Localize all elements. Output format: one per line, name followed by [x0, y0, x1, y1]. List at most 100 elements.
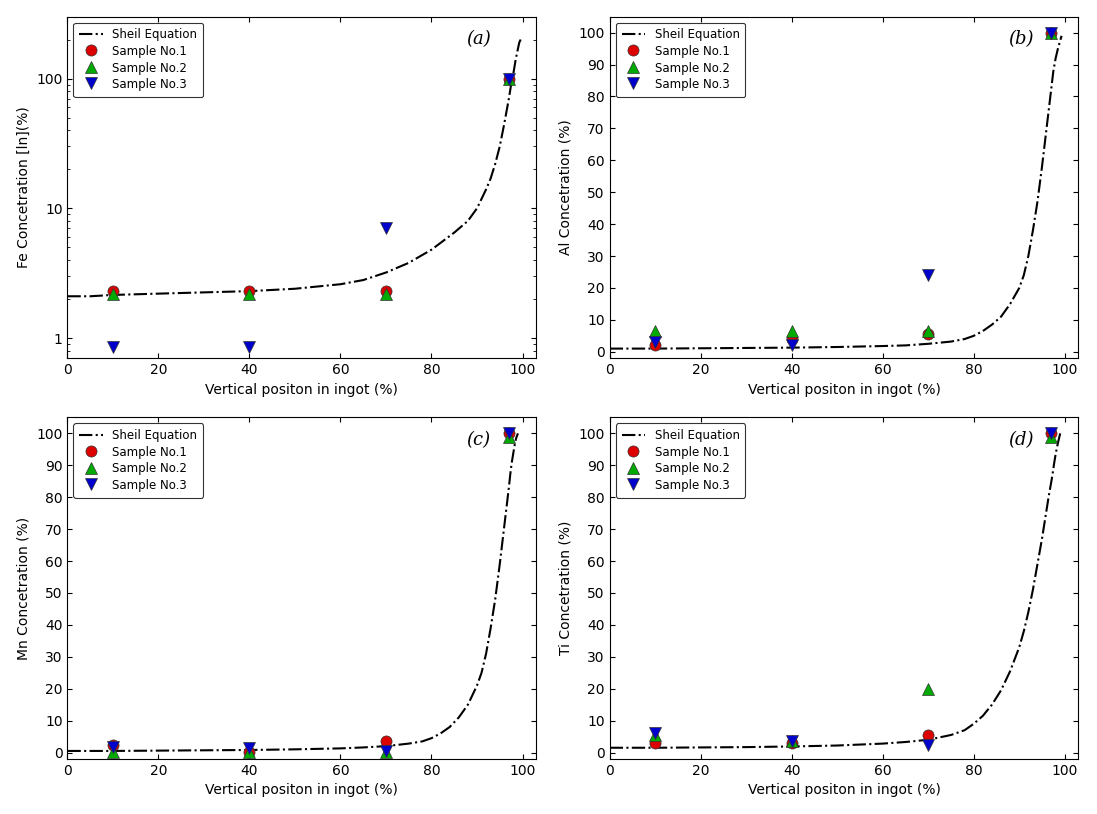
Sample No.1: [1044, 428, 1058, 438]
Line: Sample No.2: Sample No.2: [108, 431, 514, 758]
Sheil Equation: [416, 737, 429, 746]
Sample No.3: [502, 428, 516, 438]
Line: Sample No.3: Sample No.3: [108, 428, 514, 756]
Y-axis label: Fe Concetration [ln](%): Fe Concetration [ln](%): [16, 107, 31, 269]
Sample No.1: [1044, 28, 1058, 37]
Sheil Equation: [648, 344, 661, 353]
Sheil Equation: [1027, 225, 1040, 235]
Sheil Equation: [958, 725, 971, 735]
X-axis label: Vertical positon in ingot (%): Vertical positon in ingot (%): [205, 783, 398, 798]
Legend: Sheil Equation, Sample No.1, Sample No.2, Sample No.3: Sheil Equation, Sample No.1, Sample No.2…: [73, 423, 203, 497]
Sheil Equation: [289, 745, 302, 755]
Sheil Equation: [995, 685, 1008, 695]
Sample No.2: [106, 289, 120, 299]
Sheil Equation: [502, 483, 516, 492]
Sheil Equation: [898, 737, 912, 747]
Text: (c): (c): [466, 431, 490, 449]
X-axis label: Vertical positon in ingot (%): Vertical positon in ingot (%): [748, 383, 940, 396]
Sample No.3: [380, 224, 393, 234]
Sheil Equation: [603, 344, 617, 353]
Sheil Equation: [1044, 478, 1058, 488]
Sheil Equation: [1055, 31, 1068, 41]
Sheil Equation: [1017, 626, 1030, 636]
Sample No.1: [648, 340, 661, 350]
Sheil Equation: [380, 742, 393, 751]
Sheil Equation: [985, 320, 998, 330]
Sheil Equation: [1049, 53, 1062, 63]
Sheil Equation: [785, 343, 799, 352]
Sheil Equation: [739, 343, 753, 352]
Sheil Equation: [1049, 449, 1062, 459]
Legend: Sheil Equation, Sample No.1, Sample No.2, Sample No.3: Sheil Equation, Sample No.1, Sample No.2…: [615, 423, 746, 497]
Sheil Equation: [505, 80, 518, 90]
Sheil Equation: [945, 337, 958, 347]
Sheil Equation: [877, 739, 890, 749]
Sample No.1: [242, 287, 256, 296]
Sample No.2: [502, 74, 516, 84]
Sheil Equation: [448, 228, 461, 238]
Sample No.2: [502, 431, 516, 441]
Sheil Equation: [1051, 438, 1064, 448]
Sample No.2: [242, 747, 256, 757]
Sheil Equation: [1048, 461, 1061, 470]
Sample No.3: [785, 737, 799, 746]
Sheil Equation: [626, 344, 640, 353]
Sheil Equation: [945, 730, 958, 740]
Sheil Equation: [1040, 505, 1053, 515]
Sheil Equation: [877, 341, 890, 351]
Sheil Equation: [425, 245, 438, 255]
Sample No.3: [502, 74, 516, 84]
Sheil Equation: [434, 729, 448, 738]
Sample No.3: [921, 740, 935, 750]
Sheil Equation: [106, 746, 120, 756]
Line: Sheil Equation: Sheil Equation: [67, 40, 521, 296]
Text: (b): (b): [1008, 30, 1033, 48]
Sheil Equation: [471, 204, 484, 213]
Sheil Equation: [1036, 162, 1049, 172]
Sheil Equation: [197, 287, 211, 297]
Sample No.3: [785, 340, 799, 350]
Line: Sample No.1: Sample No.1: [108, 73, 514, 296]
Sheil Equation: [507, 68, 520, 78]
Sheil Equation: [357, 742, 370, 752]
Sheil Equation: [197, 746, 211, 755]
Sample No.2: [648, 730, 661, 740]
Sheil Equation: [488, 594, 501, 604]
Sheil Equation: [443, 722, 456, 732]
Line: Sheil Equation: Sheil Equation: [67, 433, 518, 751]
Sample No.1: [106, 740, 120, 750]
Sample No.2: [106, 747, 120, 757]
Sheil Equation: [83, 291, 97, 301]
Sheil Equation: [357, 275, 370, 285]
Sample No.3: [242, 343, 256, 352]
Sample No.3: [106, 742, 120, 751]
Sheil Equation: [333, 743, 347, 753]
Sheil Equation: [1013, 642, 1026, 652]
Sheil Equation: [289, 284, 302, 294]
Sample No.1: [242, 746, 256, 756]
Sheil Equation: [1021, 607, 1034, 617]
Sheil Equation: [898, 340, 912, 350]
Sheil Equation: [462, 216, 475, 225]
Sheil Equation: [694, 344, 708, 353]
Line: Sample No.2: Sample No.2: [649, 431, 1056, 747]
Sheil Equation: [785, 742, 799, 751]
Sheil Equation: [1047, 66, 1060, 76]
Sheil Equation: [509, 55, 522, 64]
Sheil Equation: [242, 287, 256, 296]
Sample No.3: [1044, 28, 1058, 37]
Sample No.1: [785, 738, 799, 748]
Sheil Equation: [60, 746, 73, 756]
Sheil Equation: [1031, 559, 1044, 569]
Sheil Equation: [1021, 252, 1034, 261]
Sample No.3: [648, 337, 661, 347]
Sheil Equation: [502, 94, 516, 103]
Sheil Equation: [603, 743, 617, 753]
Sheil Equation: [694, 742, 708, 752]
Sample No.1: [380, 737, 393, 746]
Sheil Equation: [452, 712, 465, 722]
Sheil Equation: [921, 735, 935, 745]
Sheil Equation: [380, 268, 393, 278]
Sample No.2: [648, 326, 661, 336]
Sheil Equation: [498, 521, 511, 531]
